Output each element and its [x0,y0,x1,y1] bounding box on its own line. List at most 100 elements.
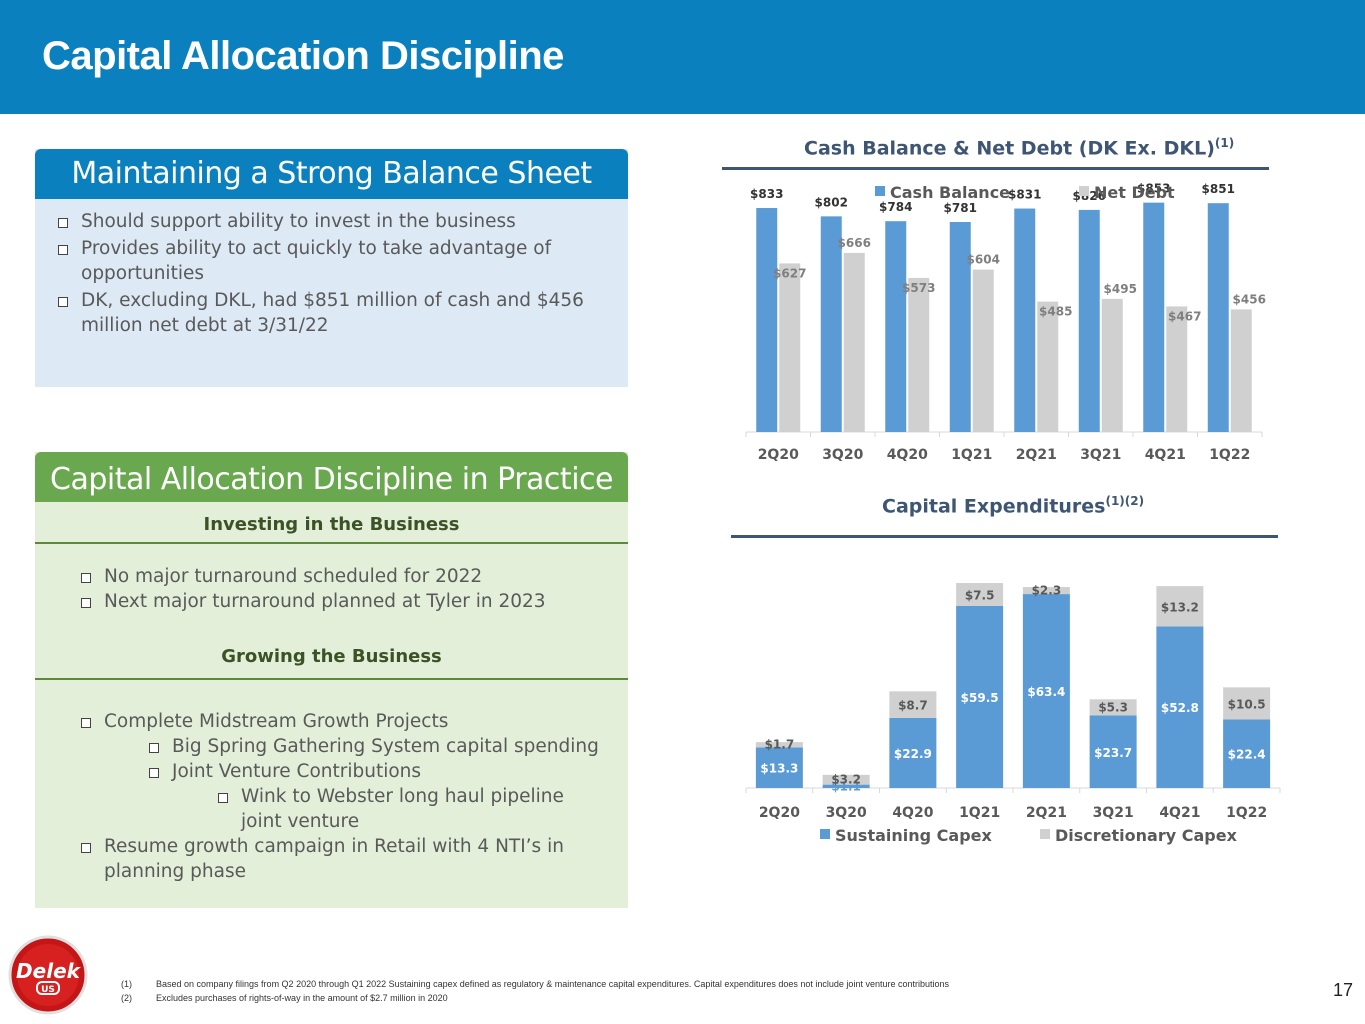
bullet: Provides ability to act quickly to take … [58,236,601,286]
net-debt-label: $495 [1104,282,1137,296]
balance-sheet-bullets: Should support ability to invest in the … [58,209,601,338]
sustaining-capex-label: $63.4 [1027,685,1065,699]
x-tick-label: 1Q21 [959,805,1000,821]
net-debt-bar [972,269,994,432]
discretionary-capex-label: $7.5 [965,589,995,603]
sustaining-capex-bar [1223,719,1271,788]
checkbox-bullet-icon [81,718,91,728]
x-tick-label: 3Q20 [826,805,867,821]
net-debt-bar [1230,309,1252,432]
practice-panel: Capital Allocation Discipline in Practic… [35,452,628,908]
checkbox-bullet-icon [58,245,68,255]
cash-balance-bar [949,221,971,432]
x-tick-label: 1Q22 [1209,447,1250,463]
net-debt-bar [908,277,930,432]
discretionary-capex-bar [1223,687,1271,720]
bullet: Next major turnaround planned at Tyler i… [81,589,614,614]
sub-sub-bullet: Wink to Webster long haul pipeline joint… [104,784,587,834]
sustaining-capex-label: $22.4 [1228,748,1266,762]
legend-label-sustaining: Sustaining Capex [835,826,993,845]
balance-sheet-panel: Maintaining a Strong Balance Sheet Shoul… [35,149,628,387]
sub-bullet: Big Spring Gathering System capital spen… [104,734,614,759]
balance-sheet-title: Maintaining a Strong Balance Sheet [35,149,628,199]
legend-swatch-discretionary [1040,829,1050,839]
discretionary-capex-label: $13.2 [1161,600,1199,614]
x-tick-label: 4Q20 [887,447,928,463]
net-debt-label: $604 [967,253,1000,267]
x-tick-label: 1Q21 [951,447,992,463]
x-tick-label: 3Q21 [1093,805,1134,821]
legend-swatch-sustaining [820,829,830,839]
discretionary-capex-bar [1156,586,1204,627]
footnote-ref: (1) [1214,136,1235,150]
x-tick-label: 2Q21 [1016,447,1057,463]
sub-bullet: Joint Venture Contributions [104,759,614,784]
sustaining-capex-bar [822,784,870,788]
x-tick-label: 1Q22 [1226,805,1267,821]
discretionary-capex-bar [1089,699,1137,716]
x-tick-label: 2Q20 [759,805,800,821]
bullet: Complete Midstream Growth Projects [81,709,614,734]
page-title: Capital Allocation Discipline [42,34,564,78]
cash-balance-bar [1078,209,1100,432]
cash-balance-label: $802 [815,195,848,209]
net-debt-bar [1166,306,1188,432]
x-tick-label: 3Q20 [822,447,863,463]
growing-bullets: Complete Midstream Growth Projects Big S… [81,709,614,884]
x-tick-label: 4Q20 [892,805,933,821]
sustaining-capex-label: $22.9 [894,747,932,761]
cash-chart-rule [722,167,1269,170]
net-debt-label: $573 [902,281,935,295]
net-debt-label: $485 [1039,305,1072,319]
net-debt-bar [1101,298,1123,432]
cash-balance-label: $781 [944,201,977,215]
practice-title: Capital Allocation Discipline in Practic… [35,452,628,502]
net-debt-bar [779,263,801,432]
sustaining-capex-label: $59.5 [961,691,999,705]
cash-chart-title: Cash Balance & Net Debt (DK Ex. DKL)(1) [804,136,1235,160]
discretionary-capex-label: $8.7 [898,699,928,713]
capex-chart-rule [731,535,1278,538]
x-tick-label: 2Q21 [1026,805,1067,821]
checkbox-bullet-icon [218,793,228,803]
sustaining-capex-label: $23.7 [1094,746,1132,760]
cash-balance-label: $826 [1073,189,1106,203]
sustaining-capex-bar [956,606,1004,788]
checkbox-bullet-icon [149,768,159,778]
bullet: No major turnaround scheduled for 2022 [81,564,614,589]
legend-label-discretionary: Discretionary Capex [1055,826,1238,845]
legend-label-cash: Cash Balance [890,183,1010,202]
checkbox-bullet-icon [149,743,159,753]
footnote: (2) Excludes purchases of rights-of-way i… [121,993,448,1003]
cash-balance-bar [1207,203,1229,432]
sustaining-capex-label: $13.3 [760,762,798,776]
net-debt-bar [1037,301,1059,432]
discretionary-capex-label: $10.5 [1228,697,1266,711]
legend-swatch-cash [875,186,885,196]
cash-balance-label: $853 [1137,182,1170,196]
net-debt-bar [843,252,865,432]
discretionary-capex-label: $2.3 [1032,584,1062,598]
x-tick-label: 3Q21 [1080,447,1121,463]
sustaining-capex-label: $52.8 [1161,701,1199,715]
net-debt-label: $627 [773,266,806,280]
discretionary-capex-label: $1.7 [765,738,795,752]
bullet: DK, excluding DKL, had $851 million of c… [58,288,601,338]
checkbox-bullet-icon [58,218,68,228]
net-debt-label: $666 [838,236,871,250]
discretionary-capex-bar [755,742,803,748]
sustaining-capex-bar [889,717,937,788]
discretionary-capex-label: $3.2 [831,773,861,787]
cash-balance-bar [1014,208,1036,432]
checkbox-bullet-icon [58,297,68,307]
logo-subtext: US [41,985,55,995]
cash-balance-bar [1143,202,1165,432]
bullet: Should support ability to invest in the … [58,209,601,234]
investing-heading: Investing in the Business [203,514,460,535]
investing-bullets: No major turnaround scheduled for 2022 N… [81,564,614,614]
delek-logo: Delek US [8,935,88,1015]
sustaining-capex-bar [1156,626,1204,788]
capex-chart-title: Capital Expenditures(1)(2) [882,494,1145,518]
x-tick-label: 4Q21 [1145,447,1186,463]
growing-heading: Growing the Business [221,646,442,667]
